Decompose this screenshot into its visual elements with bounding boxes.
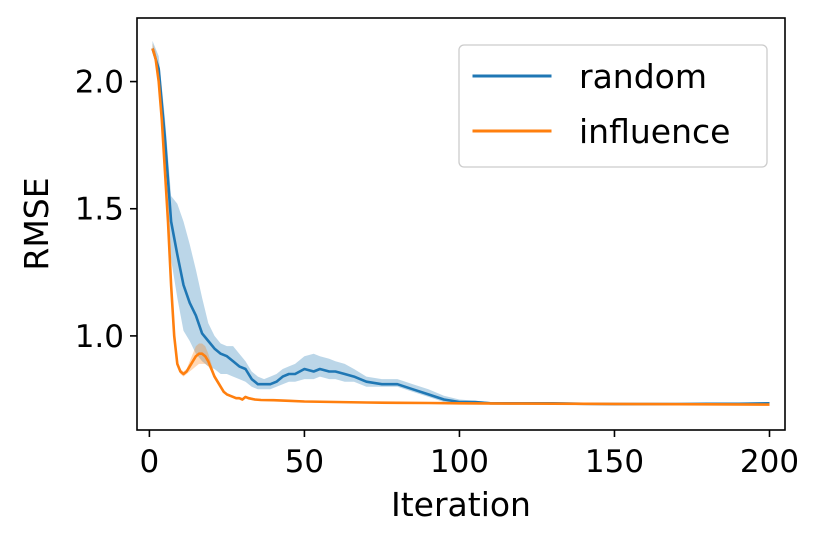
y-axis-ticks: 1.0 1.5 2.0 [75,65,137,355]
y-tick-label: 1.5 [75,192,124,228]
x-tick-label: 50 [285,444,324,480]
y-axis-label: RMSE [17,177,56,270]
x-tick-label: 150 [585,444,644,480]
x-tick-label: 200 [740,444,799,480]
y-tick-label: 1.0 [75,319,124,355]
series-lines [151,48,770,406]
legend: random influence [458,44,768,168]
band-random [152,40,770,405]
legend-label-influence: influence [579,112,730,151]
x-tick-label: 0 [140,444,160,480]
x-tick-label: 100 [430,444,489,480]
confidence-bands [152,40,770,406]
legend-label-random: random [579,57,707,96]
y-tick-label: 2.0 [75,65,124,101]
x-axis-ticks: 0 50 100 150 200 [140,430,799,480]
plot-frame [136,17,786,431]
x-axis-label: Iteration [391,485,531,524]
line-influence [151,48,770,406]
